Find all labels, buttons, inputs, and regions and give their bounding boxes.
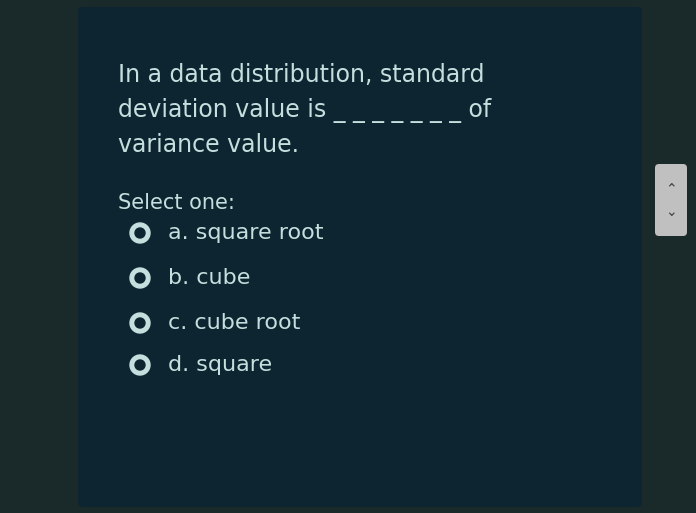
Circle shape [135, 318, 145, 328]
Text: variance value.: variance value. [118, 133, 299, 157]
Circle shape [130, 355, 150, 375]
Circle shape [130, 268, 150, 288]
Circle shape [135, 273, 145, 283]
Text: In a data distribution, standard: In a data distribution, standard [118, 63, 484, 87]
Circle shape [135, 360, 145, 370]
Circle shape [130, 313, 150, 333]
Text: a. square root: a. square root [168, 223, 324, 243]
Circle shape [135, 228, 145, 238]
Text: deviation value is _ _ _ _ _ _ _ of: deviation value is _ _ _ _ _ _ _ of [118, 98, 491, 123]
FancyBboxPatch shape [655, 164, 687, 236]
Text: b. cube: b. cube [168, 268, 251, 288]
Text: ⌄: ⌄ [665, 205, 677, 219]
Text: d. square: d. square [168, 355, 272, 375]
Circle shape [130, 223, 150, 243]
Text: Select one:: Select one: [118, 193, 235, 213]
Text: c. cube root: c. cube root [168, 313, 301, 333]
Text: ⌃: ⌃ [665, 181, 677, 195]
FancyBboxPatch shape [78, 7, 642, 507]
